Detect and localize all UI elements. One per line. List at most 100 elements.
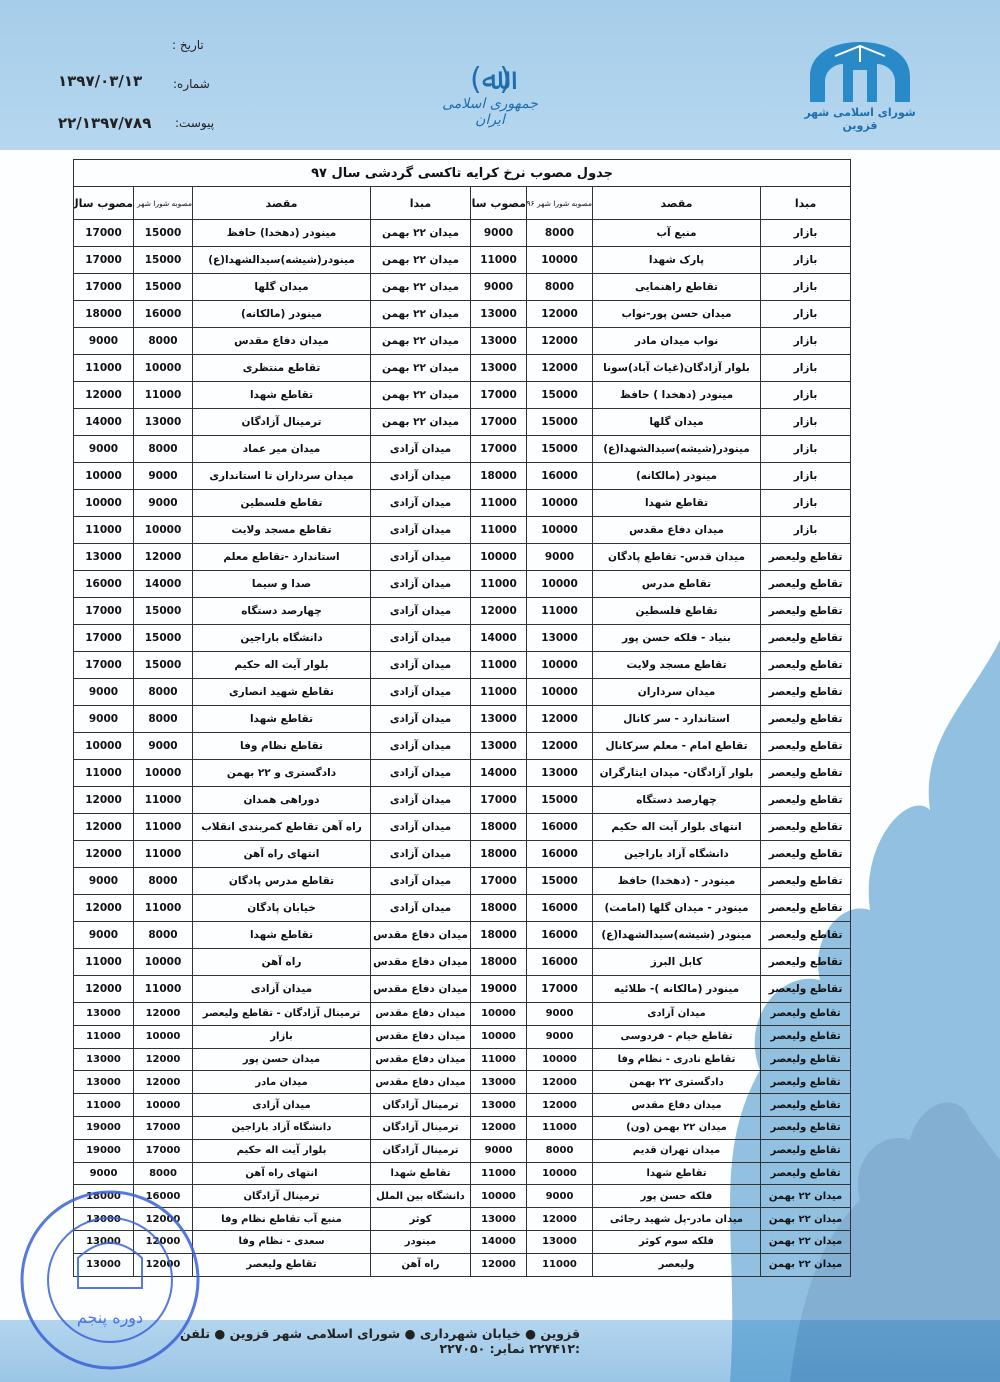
cell-destination: مینودر (مالکانه) — [592, 462, 761, 490]
cell-destination: تقاطع منتظری — [192, 354, 371, 382]
cell-origin: بازار — [759, 516, 852, 544]
number-value: ۱۳۹۷/۰۳/۱۳ — [58, 72, 143, 90]
cell-origin: تقاطع ولیعصر — [759, 597, 852, 625]
cell-approved97: 12000 — [470, 1252, 527, 1277]
cell-council96: 9000 — [526, 543, 593, 571]
cell-destination: میدان مادر-پل شهید رجائی — [592, 1207, 761, 1231]
cell-council96: 8000 — [526, 273, 593, 301]
cell-council96: 15000 — [133, 246, 193, 274]
cell-destination: میدان حسن پور-نواب — [592, 300, 761, 328]
cell-origin: تقاطع ولیعصر — [759, 570, 852, 598]
cell-destination: تقاطع نظام وفا — [192, 732, 371, 760]
cell-origin: میدان آزادی — [370, 543, 471, 571]
cell-approved97: 17000 — [73, 597, 134, 625]
table-row: 9000 8000 تقاطع شهید انصاری میدان آزادی 1100… — [73, 678, 852, 706]
cell-origin: تقاطع ولیعصر — [759, 786, 852, 814]
number-label: شماره: — [173, 77, 210, 91]
country-name: جمهوری اسلامی ایران — [442, 96, 538, 128]
cell-destination: تقاطع راهنمایی — [592, 273, 761, 301]
cell-destination: میدان دفاع مقدس — [192, 327, 371, 355]
cell-council96: 10000 — [133, 759, 193, 787]
cell-council96: 11000 — [133, 786, 193, 814]
cell-council96: 15000 — [133, 597, 193, 625]
cell-approved97: 10000 — [470, 1002, 527, 1026]
cell-council96: 12000 — [526, 732, 593, 760]
cell-destination: مینودر(شیشه)سیدالشهدا(ع) — [592, 435, 761, 463]
cell-destination: بازار — [192, 1024, 371, 1049]
cell-council96: 10000 — [526, 246, 593, 274]
cell-origin: میدان ۲۲ بهمن — [759, 1229, 852, 1254]
cell-council96: 11000 — [133, 381, 193, 409]
attachment-label: پیوست: — [175, 116, 215, 130]
cell-approved97: 10000 — [470, 543, 527, 571]
table-row: 10000 9000 تقاطع نظام وفا میدان آزادی 13000 1… — [73, 732, 852, 760]
cell-council96: 12000 — [526, 354, 593, 382]
cell-approved97: 13000 — [73, 1002, 134, 1026]
cell-approved97: 17000 — [73, 246, 134, 274]
table-row: 12000 11000 خیابان پادگان میدان آزادی 18000 1… — [73, 894, 852, 922]
cell-approved97: 9000 — [73, 435, 134, 463]
table-row: 13000 12000 میدان حسن پور میدان دفاع مقدس 11… — [73, 1047, 852, 1072]
cell-origin: تقاطع ولیعصر — [759, 1002, 852, 1026]
cell-destination: نواب میدان مادر — [592, 327, 761, 355]
cell-destination: میدان مادر — [192, 1070, 371, 1095]
cell-approved97: 9000 — [73, 921, 134, 949]
cell-origin: بازار — [759, 246, 852, 274]
cell-origin: تقاطع ولیعصر — [759, 678, 852, 706]
cell-approved97: 18000 — [470, 813, 527, 841]
cell-origin: بازار — [759, 462, 852, 490]
table-title: جدول مصوب نرخ کرایه تاکسی گردشی سال ۹۷ — [72, 159, 852, 187]
table-row: 13000 12000 ترمینال آزادگان - تقاطع ولیعصر… — [73, 1002, 852, 1026]
date-label: تاریخ : — [172, 38, 204, 52]
cell-council96: 16000 — [526, 840, 593, 868]
cell-approved97: 13000 — [73, 1047, 134, 1072]
cell-origin: ترمینال آزادگان — [370, 1093, 471, 1117]
cell-origin: میدان دفاع مقدس — [370, 1002, 471, 1026]
cell-approved97: 14000 — [73, 408, 134, 436]
cell-origin: تقاطع ولیعصر — [759, 1138, 852, 1163]
cell-approved97: 12000 — [470, 1115, 527, 1140]
cell-destination: تقاطع مدرس — [592, 570, 761, 598]
cell-origin: تقاطع ولیعصر — [759, 867, 852, 895]
cell-destination: میدان آزادی — [592, 1002, 761, 1026]
cell-destination: بنیاد - فلکه حسن پور — [592, 624, 761, 652]
cell-origin: مینودر — [370, 1229, 471, 1254]
attachment-value: ۲۲/۱۳۹۷/۷۸۹ — [58, 114, 152, 132]
cell-origin: تقاطع ولیعصر — [759, 1024, 852, 1049]
cell-council96: 8000 — [133, 327, 193, 355]
cell-origin: میدان آزادی — [370, 597, 471, 625]
cell-approved97: 13000 — [470, 327, 527, 355]
cell-origin: میدان آزادی — [370, 840, 471, 868]
cell-destination: بلوار آزادگان(غیاث آباد)سونا — [592, 354, 761, 382]
cell-approved97: 17000 — [73, 651, 134, 679]
cell-destination: ترمینال آزادگان — [192, 1184, 371, 1209]
cell-origin: میدان دفاع مقدس — [370, 975, 471, 1003]
cell-origin: میدان ۲۲ بهمن — [759, 1184, 852, 1209]
cell-destination: تقاطع مسجد ولایت — [592, 651, 761, 679]
table-row: 11000 10000 دادگستری و ۲۲ بهمن میدان آزادی 1… — [73, 759, 852, 787]
cell-origin: میدان دفاع مقدس — [370, 1047, 471, 1072]
cell-council96: 14000 — [133, 570, 193, 598]
cell-approved97: 11000 — [470, 516, 527, 544]
cell-origin: تقاطع شهدا — [370, 1161, 471, 1186]
cell-council96: 15000 — [526, 435, 593, 463]
cell-council96: 13000 — [526, 624, 593, 652]
cell-approved97: 10000 — [470, 1024, 527, 1049]
cell-origin: میدان آزادی — [370, 435, 471, 463]
table-row: 9000 8000 میدان دفاع مقدس میدان ۲۲ بهمن 1300… — [73, 327, 852, 355]
cell-origin: میدان آزادی — [370, 786, 471, 814]
cell-destination: تقاطع شهدا — [592, 489, 761, 517]
cell-council96: 8000 — [133, 435, 193, 463]
cell-destination: مینودر(شیشه)سیدالشهدا(ع) — [192, 246, 371, 274]
table-row: 10000 9000 تقاطع فلسطین میدان آزادی 11000 100… — [73, 489, 852, 517]
cell-council96: 15000 — [526, 381, 593, 409]
cell-approved97: 12000 — [73, 894, 134, 922]
cell-council96: 16000 — [133, 300, 193, 328]
cell-council96: 16000 — [526, 948, 593, 976]
cell-council96: 10000 — [133, 1024, 193, 1049]
cell-council96: 11000 — [526, 597, 593, 625]
cell-approved97: 11000 — [470, 1047, 527, 1072]
header-council96: مصوبه شورا شهر ۹۶ — [133, 186, 193, 220]
table-row: 10000 9000 میدان سرداران تا استانداری میدان… — [73, 462, 852, 490]
cell-destination: میدان دفاع مقدس — [592, 1093, 761, 1117]
